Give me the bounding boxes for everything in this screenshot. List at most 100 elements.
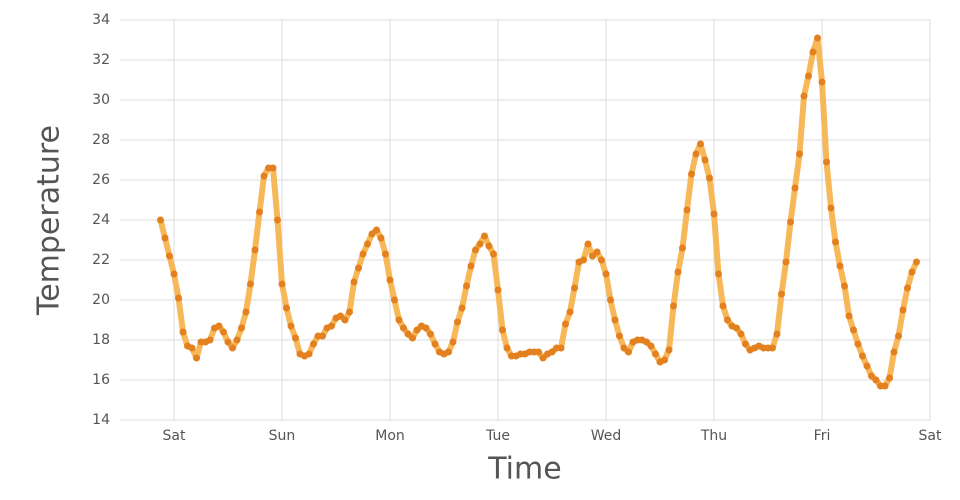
point [368, 230, 376, 238]
point [431, 340, 439, 348]
point [670, 302, 677, 310]
point [485, 242, 493, 250]
x-tick-label: Wed [591, 428, 622, 444]
point [364, 240, 371, 248]
point [895, 332, 902, 340]
point [413, 326, 421, 334]
point [166, 252, 173, 260]
point [454, 318, 461, 326]
point [548, 348, 556, 356]
x-tick-label: Sat [163, 428, 186, 444]
point [607, 296, 614, 304]
point [724, 316, 731, 324]
point [382, 250, 389, 258]
point [611, 316, 619, 324]
point [346, 308, 353, 316]
point [310, 340, 317, 348]
point [463, 282, 470, 290]
point [422, 324, 430, 332]
point [283, 304, 290, 312]
point [719, 302, 727, 310]
point [710, 210, 718, 218]
point [886, 374, 893, 382]
point [341, 316, 349, 324]
point [850, 326, 857, 334]
point [796, 150, 803, 158]
point [359, 250, 367, 258]
point [256, 208, 263, 216]
point [688, 170, 695, 178]
point [868, 372, 875, 380]
point [391, 296, 398, 304]
point [890, 348, 898, 356]
point [742, 340, 749, 348]
point [665, 346, 673, 354]
point [179, 328, 187, 336]
point [697, 140, 704, 148]
point [827, 204, 835, 212]
y-tick-label: 28 [92, 132, 110, 148]
point [814, 34, 821, 42]
point [589, 252, 596, 260]
point [701, 156, 709, 164]
point [215, 322, 223, 330]
point [472, 246, 479, 254]
point [247, 280, 254, 288]
point [913, 258, 920, 266]
point [449, 338, 457, 346]
point [809, 48, 817, 56]
point [287, 322, 295, 330]
point [233, 336, 241, 344]
point [503, 344, 511, 352]
y-tick-label: 34 [92, 12, 110, 28]
point [602, 270, 610, 278]
point [350, 278, 358, 286]
point [409, 334, 416, 342]
point [769, 344, 776, 352]
point [319, 332, 326, 340]
point [733, 324, 740, 332]
point [737, 330, 745, 338]
point [251, 246, 259, 254]
point [499, 326, 506, 334]
point [494, 286, 502, 294]
point [535, 348, 542, 356]
point [224, 338, 232, 346]
y-tick-label: 20 [92, 292, 110, 308]
point [625, 348, 632, 356]
point [683, 206, 691, 214]
point [904, 284, 911, 292]
point [566, 308, 574, 316]
x-tick-label: Thu [700, 428, 727, 444]
point [305, 350, 313, 358]
point [800, 92, 808, 100]
point [377, 234, 385, 242]
point [598, 256, 605, 264]
x-tick-label: Sun [269, 428, 296, 444]
point [773, 330, 781, 338]
point [220, 328, 227, 336]
point [899, 306, 907, 314]
point [854, 340, 862, 348]
point [782, 258, 790, 266]
point [260, 172, 268, 180]
point [355, 264, 362, 272]
point [539, 354, 547, 362]
point [467, 262, 475, 270]
point [328, 322, 335, 330]
point [476, 240, 484, 248]
y-tick-label: 30 [92, 92, 110, 108]
point [395, 316, 403, 324]
point [386, 276, 394, 284]
point [679, 244, 686, 252]
point [269, 164, 277, 172]
point [584, 240, 592, 248]
x-axis-title: Time [487, 452, 561, 487]
point [845, 312, 853, 320]
x-tick-label: Sat [919, 428, 942, 444]
point [778, 290, 785, 298]
point [620, 344, 628, 352]
point [643, 338, 650, 346]
point [292, 334, 299, 342]
